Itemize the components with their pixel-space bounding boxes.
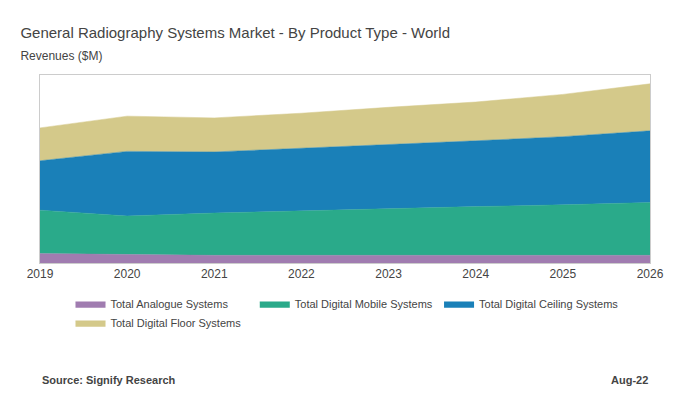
svg-text:2021: 2021 — [201, 267, 228, 281]
svg-text:2024: 2024 — [462, 267, 489, 281]
svg-text:Total Digital Floor Systems: Total Digital Floor Systems — [111, 317, 242, 329]
svg-text:Aug-22: Aug-22 — [611, 374, 648, 386]
svg-text:General Radiography Systems Ma: General Radiography Systems Market - By … — [20, 24, 450, 41]
svg-text:2023: 2023 — [375, 267, 402, 281]
svg-text:2020: 2020 — [114, 267, 141, 281]
svg-text:2022: 2022 — [288, 267, 315, 281]
svg-text:2019: 2019 — [27, 267, 54, 281]
svg-text:Source: Signify Research: Source: Signify Research — [42, 374, 176, 386]
svg-text:Total Analogue Systems: Total Analogue Systems — [111, 298, 229, 310]
svg-text:Total Digital Ceiling Systems: Total Digital Ceiling Systems — [479, 298, 618, 310]
svg-text:Total Digital Mobile Systems: Total Digital Mobile Systems — [295, 298, 433, 310]
svg-text:2026: 2026 — [637, 267, 664, 281]
svg-text:Revenues ($M): Revenues ($M) — [20, 49, 102, 63]
svg-text:2025: 2025 — [550, 267, 577, 281]
